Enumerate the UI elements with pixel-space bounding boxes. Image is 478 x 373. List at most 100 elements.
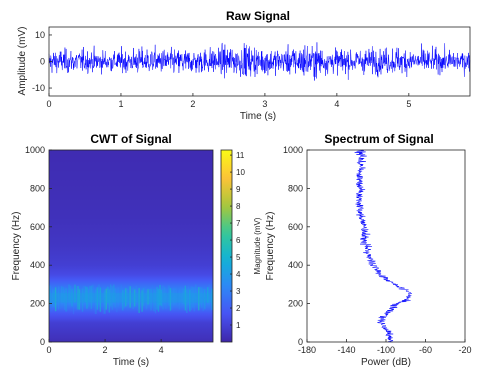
cwt-texture-stripe (202, 288, 204, 312)
cwt-heatmap-texture (49, 284, 213, 315)
spectrum-panel: Spectrum of Signal -180 -140 -100 -60 -20 10… (265, 132, 472, 368)
cwt-texture-stripe (169, 288, 172, 311)
cwt-ylabel: Frequency (Hz) (11, 212, 22, 281)
cwt-texture-stripe (162, 285, 164, 310)
cwt-texture-stripe (166, 285, 169, 309)
cwt-texture-stripe (122, 290, 124, 311)
raw-signal-xtick-label: 3 (262, 99, 267, 109)
raw-signal-title: Raw Signal (226, 9, 290, 23)
raw-signal-xtick-label: 2 (190, 99, 195, 109)
cwt-texture-stripe (92, 284, 94, 301)
colorbar-tick-label: 11 (236, 151, 245, 160)
cwt-texture-stripe (75, 285, 78, 310)
spectrum-ylabel: Frequency (Hz) (265, 212, 276, 281)
colorbar-label: Magnitude (mV) (253, 217, 262, 274)
cwt-texture-stripe (93, 288, 96, 314)
cwt-texture-stripe (184, 285, 187, 311)
raw-signal-xtick-label: 1 (118, 99, 123, 109)
cwt-texture-stripe (81, 288, 84, 312)
spectrum-xtick-label: -60 (419, 345, 432, 355)
colorbar-box (220, 149, 233, 343)
spectrum-plot-area (307, 150, 465, 342)
cwt-texture-stripe (65, 288, 67, 312)
cwt-texture-stripe (135, 285, 137, 307)
spectrum-xtick-label: -140 (337, 345, 355, 355)
cwt-texture-stripe (83, 285, 85, 303)
cwt-texture-stripe (201, 287, 203, 308)
cwt-ytick-label: 200 (30, 299, 45, 309)
colorbar-tick-label: 1 (236, 321, 241, 330)
cwt-texture-stripe (111, 286, 113, 310)
spectrum-ytick-label: 400 (288, 260, 303, 270)
spectrum-xlabel: Power (dB) (361, 357, 411, 368)
cwt-texture-stripe (171, 289, 173, 310)
cwt-texture-stripe (139, 287, 142, 306)
cwt-texture-stripe (205, 288, 207, 305)
cwt-texture-stripe (126, 289, 128, 306)
cwt-texture-stripe (156, 286, 158, 310)
cwt-texture-stripe (187, 286, 189, 304)
raw-signal-ylabel: Amplitude (mV) (17, 27, 28, 96)
cwt-texture-stripe (148, 288, 151, 305)
raw-signal-xtick-label: 0 (46, 99, 51, 109)
spectrum-xtick-label: -20 (458, 345, 471, 355)
cwt-texture-stripe (50, 287, 52, 313)
spectrum-xtick-label: -100 (377, 345, 395, 355)
cwt-texture-stripe (119, 285, 121, 308)
cwt-texture-stripe (98, 284, 100, 303)
cwt-texture-stripe (180, 286, 182, 306)
cwt-texture-stripe (154, 290, 157, 314)
cwt-texture-stripe (87, 288, 90, 308)
cwt-texture-stripe (84, 286, 87, 303)
raw-signal-series (48, 42, 471, 81)
cwt-texture-stripe (145, 290, 148, 310)
colorbar-tick-label: 6 (236, 236, 241, 245)
cwt-ytick-label: 1000 (25, 145, 45, 155)
cwt-texture-stripe (168, 285, 170, 307)
spectrum-ytick-label: 200 (288, 299, 303, 309)
cwt-texture-stripe (160, 289, 163, 307)
cwt-texture-stripe (53, 290, 55, 308)
raw-signal-line (48, 42, 471, 81)
cwt-texture-stripe (190, 286, 192, 311)
colorbar-tick-label: 2 (236, 304, 241, 313)
cwt-texture-stripe (51, 289, 54, 307)
cwt-title: CWT of Signal (90, 132, 171, 146)
cwt-texture-stripe (123, 290, 125, 309)
cwt-texture-stripe (59, 285, 61, 310)
cwt-texture-stripe (132, 287, 134, 310)
cwt-texture-stripe (68, 284, 70, 300)
cwt-texture-stripe (153, 288, 155, 312)
cwt-texture-stripe (159, 284, 161, 306)
cwt-texture-stripe (186, 289, 188, 314)
cwt-texture-stripe (175, 289, 178, 306)
cwt-texture-stripe (210, 287, 212, 308)
spectrum-series (354, 149, 412, 343)
cwt-texture-stripe (195, 284, 197, 304)
raw-signal-ytick-label: 0 (40, 57, 45, 67)
cwt-texture-stripe (71, 289, 73, 307)
cwt-texture-stripe (133, 289, 136, 307)
cwt-texture-stripe (181, 288, 184, 305)
colorbar-tick-label: 7 (236, 219, 241, 228)
cwt-texture-stripe (138, 288, 140, 313)
cwt-texture-stripe (77, 285, 79, 310)
cwt-texture-stripe (172, 288, 175, 306)
cwt-texture-stripe (163, 286, 166, 303)
cwt-texture-stripe (80, 285, 82, 308)
cwt-texture-stripe (96, 287, 99, 310)
cwt-texture-stripe (125, 288, 127, 307)
cwt-texture-stripe (114, 288, 116, 308)
cwt-texture-stripe (131, 285, 133, 305)
cwt-texture-stripe (113, 284, 115, 303)
raw-signal-ytick-label: 10 (35, 30, 45, 40)
raw-signal-xtick-label: 4 (334, 99, 339, 109)
cwt-xtick-label: 0 (46, 345, 51, 355)
cwt-texture-stripe (208, 284, 210, 301)
cwt-texture-stripe (129, 286, 131, 308)
cwt-ytick-label: 600 (30, 222, 45, 232)
cwt-texture-stripe (101, 286, 103, 306)
cwt-texture-stripe (196, 287, 198, 308)
cwt-ytick-label: 800 (30, 183, 45, 193)
